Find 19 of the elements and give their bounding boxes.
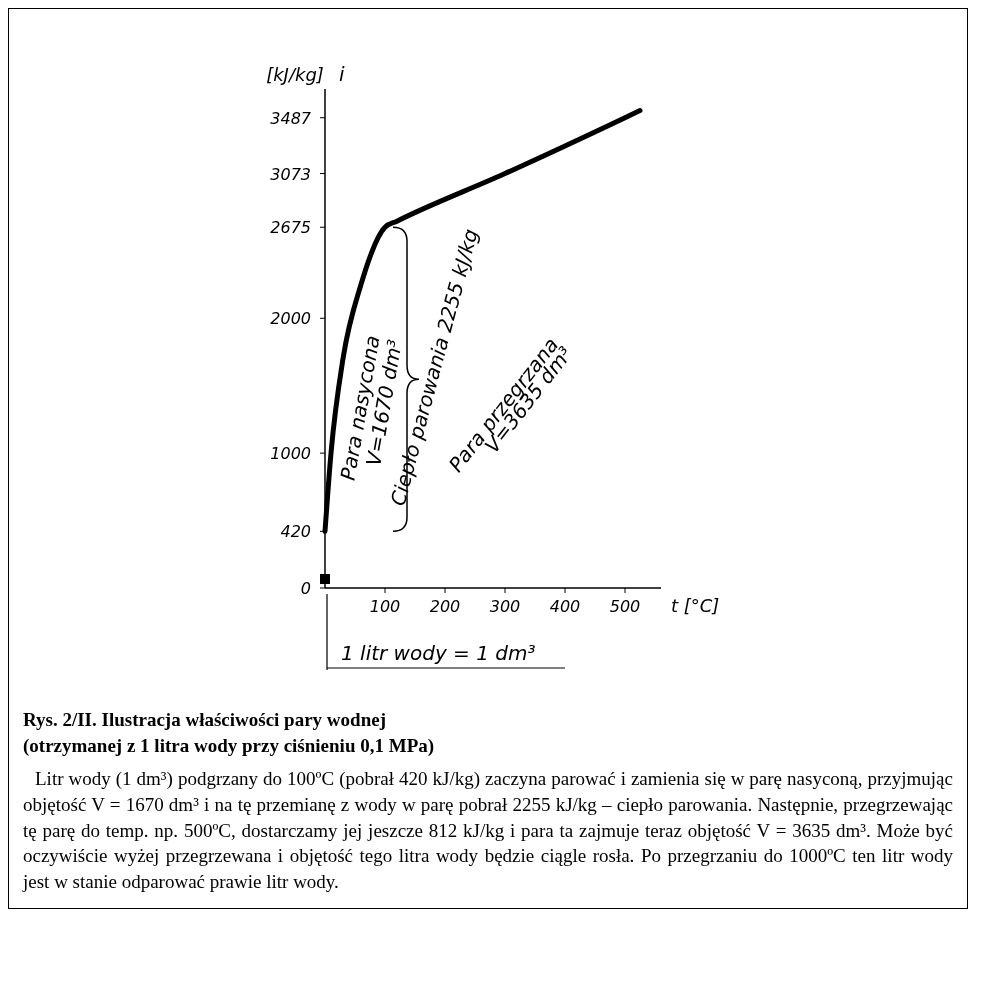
text: Litr wody (1 dm³) podgrzany do 100ºC (pobrał 420 kJ/kg) zaczyna parować i zamienia się w parę nasyconą, przyjmując objętość V = 1670 dm³ i na tę przemianę z wody w parę pobrał 2255 kJ/kg – ciepło parowania. Następnie, przegrzewając tę parę do temp. np. 500ºC, dostarczamy jej jeszcze 812 kJ/kg i para ta zajmuje teraz objętość V = 3635 dm³. Może być oczywiście wyżej przegrzewana i objętość tego litra wody będzie ciągle rosła. Po przegrzaniu do 1000ºC ten litr wody jest w stanie odparować prawie litr wody. (23, 767, 953, 894)
x-tick-label: 200 (429, 597, 461, 616)
text: (otrzymanej z 1 litra wody przy ciśnieniu 0,1 MPa) (23, 733, 436, 758)
y-tick-label: 2675 (270, 218, 311, 238)
text: i (339, 62, 345, 86)
x-axis-title: t [°C] (671, 595, 720, 616)
y-tick-label: 1000 (270, 444, 311, 464)
y-tick-label: 2000 (270, 309, 311, 329)
y-tick-label: 3073 (270, 164, 311, 184)
x-tick-label: 500 (609, 597, 641, 616)
text: Rys. 2/II. Ilustracja właściwości pary wodnej (23, 708, 387, 732)
x-tick-label: 100 (369, 597, 401, 616)
y-tick-label: 420 (280, 522, 311, 542)
x-tick-label: 400 (549, 597, 581, 616)
y-tick-label: 0 (300, 579, 311, 598)
x-tick-label: 300 (489, 597, 521, 616)
y-axis-title: [kJ/kg] (266, 64, 324, 85)
text: 1 litr wody = 1 dm³ (341, 641, 536, 665)
y-tick-label: 3487 (270, 108, 312, 128)
